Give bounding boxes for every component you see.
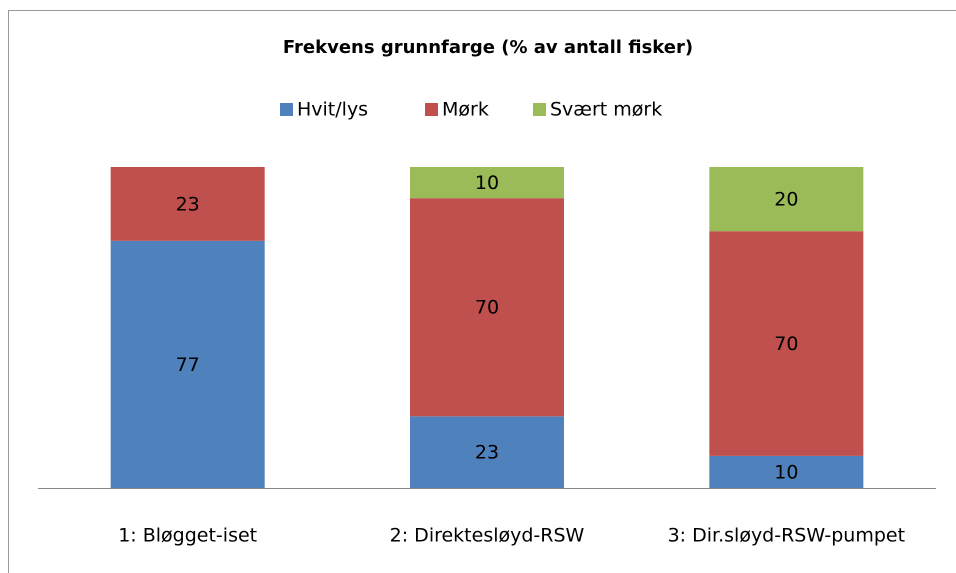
bar-segment — [110, 240, 265, 488]
data-label: 23 — [475, 442, 499, 464]
bar-segment — [709, 167, 864, 232]
data-label: 70 — [475, 297, 499, 319]
data-label: 10 — [774, 461, 798, 483]
bar-segment — [110, 167, 265, 241]
legend-label: Hvit/lys — [297, 99, 368, 121]
data-label: 70 — [774, 333, 798, 355]
data-label: 77 — [176, 354, 200, 376]
x-tick-label: 1: Bløgget-iset — [118, 525, 257, 547]
bar-segment — [709, 455, 864, 488]
legend-swatch — [280, 103, 293, 116]
data-label: 23 — [176, 193, 200, 215]
bar-segment — [410, 198, 564, 417]
x-tick-label: 3: Dir.sløyd-RSW-pumpet — [668, 525, 905, 547]
chart-title: Frekvens grunnfarge (% av antall fisker) — [283, 37, 693, 58]
bar-segment — [410, 416, 564, 488]
data-label: 20 — [774, 189, 798, 211]
bar-segment — [709, 231, 864, 456]
legend-swatch — [533, 103, 546, 116]
data-label: 10 — [475, 172, 499, 194]
bar-segment — [410, 167, 564, 199]
legend-label: Svært mørk — [550, 99, 662, 121]
legend-label: Mørk — [442, 99, 489, 121]
x-tick-label: 2: Direktesløyd-RSW — [390, 525, 585, 547]
legend-swatch — [425, 103, 438, 116]
